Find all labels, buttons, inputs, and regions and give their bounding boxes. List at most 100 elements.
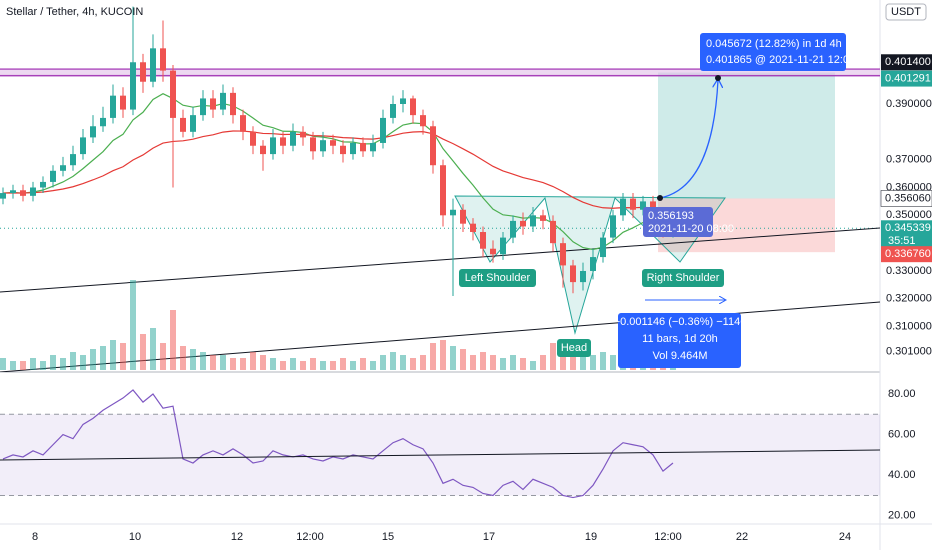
candle-body	[320, 140, 326, 152]
candle-body	[280, 137, 286, 146]
level-band	[0, 69, 880, 76]
callout-text: 0.401865 @ 2021-11-21 12:00	[706, 54, 855, 66]
price-marker-label: 0.356060	[885, 192, 931, 204]
anchor	[657, 195, 663, 201]
candle-body	[600, 237, 606, 258]
volume-bar	[450, 346, 456, 370]
candle-body	[80, 137, 86, 155]
rsi-trendline	[0, 449, 881, 461]
volume-bar	[20, 361, 26, 370]
time-label: 8	[32, 531, 38, 543]
candle-body	[180, 117, 186, 132]
callout	[459, 269, 536, 287]
volume-bar	[0, 358, 6, 370]
price-tick-label: 0.320000	[886, 293, 932, 305]
long-target-zone	[658, 72, 835, 199]
candle-body	[0, 193, 6, 199]
callout-text: Vol 9.464M	[652, 350, 707, 362]
candle-body	[450, 209, 456, 216]
candle-body	[290, 131, 296, 146]
volume-bar	[290, 358, 296, 370]
volume-bar	[10, 361, 16, 370]
price-marker	[881, 54, 932, 71]
volume-bar	[550, 343, 556, 370]
callout	[642, 269, 724, 287]
volume-bar	[140, 334, 146, 370]
volume-bar	[400, 355, 406, 370]
candle-body	[70, 154, 76, 166]
volume-bar	[310, 358, 316, 370]
callout-text: −0.001146 (−0.36%) −1146	[614, 316, 747, 328]
candle-body	[110, 95, 116, 118]
volume-bar	[200, 352, 206, 370]
volume-bar	[480, 352, 486, 370]
volume-bar	[360, 358, 366, 370]
price-tick-label: 0.310000	[886, 321, 932, 333]
candle-body	[270, 137, 276, 155]
candle-body	[130, 62, 136, 110]
volume-bar	[500, 358, 506, 370]
volume-bar	[50, 355, 56, 370]
volume-bar	[420, 355, 426, 370]
candle-body	[160, 48, 166, 71]
volume-bar	[170, 310, 176, 370]
price-marker-label: 0.345339	[885, 222, 931, 234]
volume-bar	[90, 349, 96, 370]
volume-bar	[240, 358, 246, 370]
price-marker-label: 0.401400	[885, 56, 931, 68]
price-marker	[881, 246, 932, 263]
candle-body	[360, 142, 366, 152]
candle-body	[170, 70, 176, 118]
time-label: 12:00	[654, 531, 682, 543]
candle-body	[530, 215, 536, 227]
volume-bar	[80, 355, 86, 370]
volume-bar	[610, 355, 616, 370]
candle-body	[640, 201, 646, 210]
volume-bar	[590, 355, 596, 370]
callout	[557, 339, 591, 357]
volume-bar	[410, 358, 416, 370]
volume-bar	[60, 358, 66, 370]
volume-bar	[440, 340, 446, 370]
volume-bar	[30, 358, 36, 370]
chart-title: Stellar / Tether, 4h, KUCOIN	[6, 6, 143, 18]
candle-body	[460, 209, 466, 224]
volume-bar	[560, 346, 566, 370]
callout-text: 2021-11-20 08:00	[648, 223, 734, 235]
candle-body	[430, 126, 436, 166]
candle-body	[350, 142, 356, 155]
candle-body	[60, 165, 66, 171]
candle-body	[30, 187, 36, 196]
pattern-label: Left Shoulder	[465, 272, 531, 284]
candle-body	[20, 190, 26, 196]
time-label: 15	[382, 531, 394, 543]
volume-bar	[520, 358, 526, 370]
rsi-tick-label: 60.00	[888, 429, 916, 441]
candle-body	[440, 165, 446, 216]
volume-bar	[100, 346, 106, 370]
volume-bar	[160, 343, 166, 370]
volume-bar	[220, 355, 226, 370]
time-label: 22	[736, 531, 748, 543]
volume-bar	[300, 361, 306, 370]
volume-bar	[130, 280, 136, 370]
currency-box	[885, 3, 927, 21]
price-marker	[881, 220, 932, 249]
volume-bar	[40, 361, 46, 370]
candle-body	[390, 104, 396, 118]
trendline	[0, 227, 880, 293]
candle-body	[490, 248, 496, 255]
candle-body	[560, 243, 566, 266]
volume-bar	[540, 355, 546, 370]
callout-text: 0.045672 (12.82%) in 1d 4h	[706, 38, 842, 50]
candle-body	[590, 257, 596, 271]
volume-bar	[530, 361, 536, 370]
volume-bar	[580, 352, 586, 370]
volume-bar	[190, 349, 196, 370]
candle-body	[400, 98, 406, 104]
candle-body	[250, 131, 256, 146]
price-marker	[880, 190, 932, 207]
candle-body	[260, 145, 266, 155]
candle-body	[140, 62, 146, 82]
